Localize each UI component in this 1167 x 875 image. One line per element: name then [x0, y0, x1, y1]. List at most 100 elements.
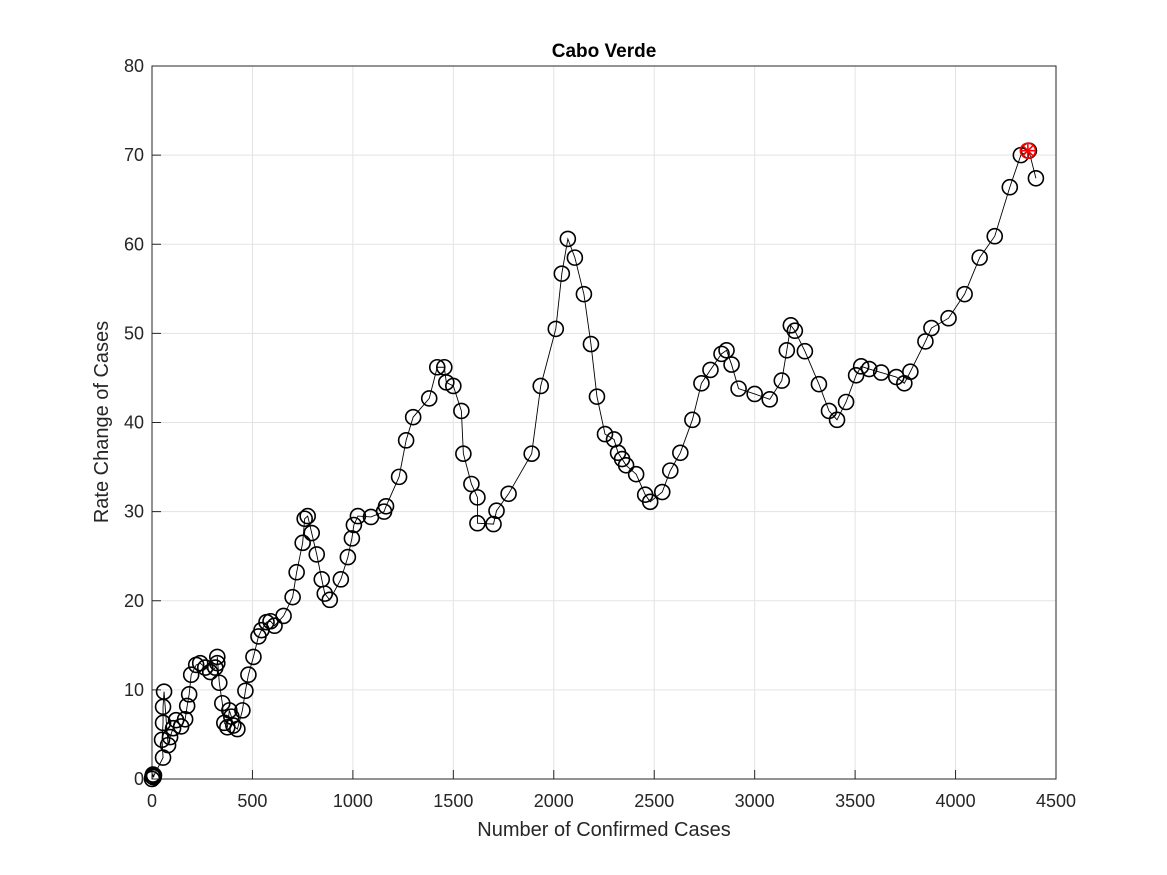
marker-circle: [837, 393, 855, 411]
data-point: [596, 425, 614, 443]
x-axis-label: Number of Confirmed Cases: [477, 819, 730, 841]
data-point: [316, 585, 334, 602]
data-point: [523, 445, 540, 462]
marker-circle: [176, 710, 194, 728]
data-point: [240, 666, 257, 684]
marker-circle: [339, 548, 357, 566]
marker-circle: [145, 767, 163, 784]
marker-circle: [225, 717, 242, 734]
data-point: [872, 364, 890, 381]
marker-circle: [245, 648, 262, 666]
data-point: [971, 249, 988, 266]
marker-circle: [782, 317, 800, 334]
data-point: [153, 731, 171, 749]
data-point: [377, 497, 395, 515]
marker-circle: [237, 682, 254, 700]
marker-circle: [810, 375, 828, 393]
marker-circle: [971, 249, 988, 266]
marker-circle: [746, 385, 763, 403]
y-tick-label: 20: [124, 591, 144, 611]
data-point: [1019, 142, 1037, 159]
data-point: [164, 719, 182, 737]
data-point: [294, 534, 311, 552]
marker-circle: [532, 377, 550, 395]
data-point: [852, 358, 870, 375]
data-point: [500, 485, 517, 503]
data-point: [661, 462, 679, 479]
marker-circle: [308, 546, 326, 563]
marker-circle: [796, 342, 814, 360]
data-point: [180, 686, 198, 703]
marker-circle: [940, 309, 957, 327]
data-point: [940, 309, 957, 327]
marker-circle: [852, 358, 870, 375]
data-point: [1001, 178, 1019, 196]
data-point: [178, 697, 196, 715]
data-point: [796, 342, 814, 360]
marker-circle: [208, 648, 226, 666]
data-point: [275, 607, 292, 625]
marker-circle: [860, 360, 878, 378]
marker-circle: [702, 361, 719, 379]
data-point: [219, 719, 236, 736]
data-point: [308, 546, 326, 563]
data-point: [723, 356, 740, 373]
marker-circle: [778, 342, 796, 359]
marker-circle: [553, 265, 571, 282]
marker-circle: [986, 227, 1004, 245]
data-point: [782, 317, 800, 334]
marker-circle: [321, 591, 339, 609]
data-point: [453, 402, 470, 420]
marker-circle: [332, 571, 350, 588]
data-point: [746, 385, 763, 403]
marker-circle: [219, 719, 236, 736]
marker-circle: [485, 515, 502, 533]
data-point: [559, 230, 577, 248]
marker-circle: [463, 475, 480, 493]
data-point: [828, 411, 846, 429]
marker-circle: [404, 408, 422, 426]
data-point: [672, 444, 689, 462]
data-point: [332, 571, 350, 588]
data-point: [445, 377, 462, 395]
data-point: [718, 342, 735, 359]
marker-circle: [390, 468, 408, 486]
marker-circle: [445, 377, 462, 395]
data-point: [404, 408, 422, 426]
data-point: [485, 515, 502, 533]
marker-circle: [723, 356, 740, 373]
data-point: [627, 465, 645, 483]
data-point: [702, 361, 719, 379]
data-point: [428, 358, 446, 376]
marker-circle: [191, 654, 209, 672]
y-tick-label: 70: [124, 145, 144, 165]
data-point: [145, 767, 163, 784]
data-point: [210, 674, 228, 692]
marker-circle: [627, 465, 645, 483]
y-tick-label: 40: [124, 413, 144, 433]
marker-circle: [588, 388, 606, 405]
marker-circle: [917, 333, 934, 350]
data-point: [923, 319, 940, 337]
data-point: [488, 502, 505, 520]
data-point: [617, 456, 635, 474]
marker-circle: [956, 285, 973, 303]
data-point: [684, 411, 701, 429]
data-point: [208, 648, 226, 666]
marker-circle: [420, 390, 438, 407]
marker-circle: [288, 563, 305, 581]
marker-circle: [284, 588, 301, 606]
marker-circle: [196, 659, 214, 676]
data-point: [641, 493, 659, 511]
x-tick-label: 1000: [333, 791, 373, 811]
marker-circle: [397, 432, 415, 449]
marker-circle: [343, 530, 361, 547]
marker-circle: [167, 711, 185, 729]
marker-circle: [294, 534, 311, 552]
marker-circle: [693, 374, 710, 392]
marker-circle: [377, 497, 395, 515]
data-point: [343, 530, 361, 547]
x-tick-label: 0: [147, 791, 157, 811]
data-point: [917, 333, 934, 350]
